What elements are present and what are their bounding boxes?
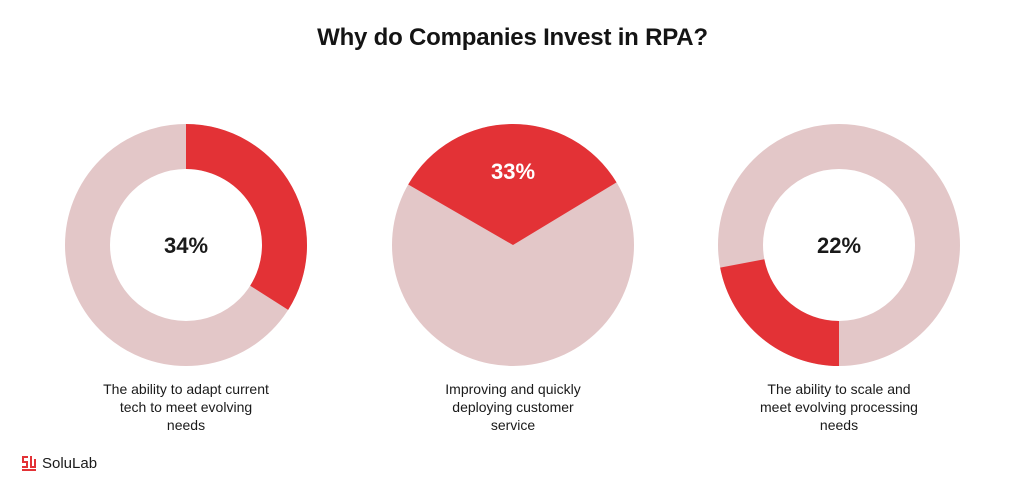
donut-highlight-slice-adapt-tech — [186, 124, 307, 310]
caption-line: needs — [166, 417, 206, 433]
percent-label-adapt-tech: 34% — [164, 233, 208, 258]
percent-label-customer-service: 33% — [491, 159, 535, 184]
caption-line: meet evolving processing — [760, 399, 918, 415]
caption-line: deploying customer — [452, 399, 574, 415]
brand-name: SoluLab — [42, 455, 98, 472]
caption-line: The ability to adapt current — [103, 381, 269, 397]
caption-line: The ability to scale and — [767, 381, 911, 397]
caption-customer-service: Improving and quickly deploying customer… — [398, 380, 628, 434]
donut-chart-scale: 22% — [718, 124, 960, 366]
caption-line: service — [490, 417, 536, 433]
donut-highlight-slice-scale — [720, 259, 839, 366]
caption-adapt-tech: The ability to adapt current tech to mee… — [71, 380, 301, 434]
pie-highlight-slice-customer-service — [408, 123, 617, 245]
chart-title: Why do Companies Invest in RPA? — [317, 24, 708, 51]
solulab-logo: SoluLab — [22, 455, 97, 472]
solulab-logo-icon — [22, 456, 36, 471]
caption-scale: The ability to scale and meet evolving p… — [724, 380, 954, 434]
pie-chart-customer-service: 33% — [392, 123, 634, 366]
percent-label-scale: 22% — [817, 233, 861, 258]
caption-line: needs — [819, 417, 859, 433]
caption-line: tech to meet evolving — [119, 399, 253, 415]
donut-chart-adapt-tech: 34% — [65, 124, 307, 366]
caption-line: Improving and quickly — [445, 381, 581, 397]
